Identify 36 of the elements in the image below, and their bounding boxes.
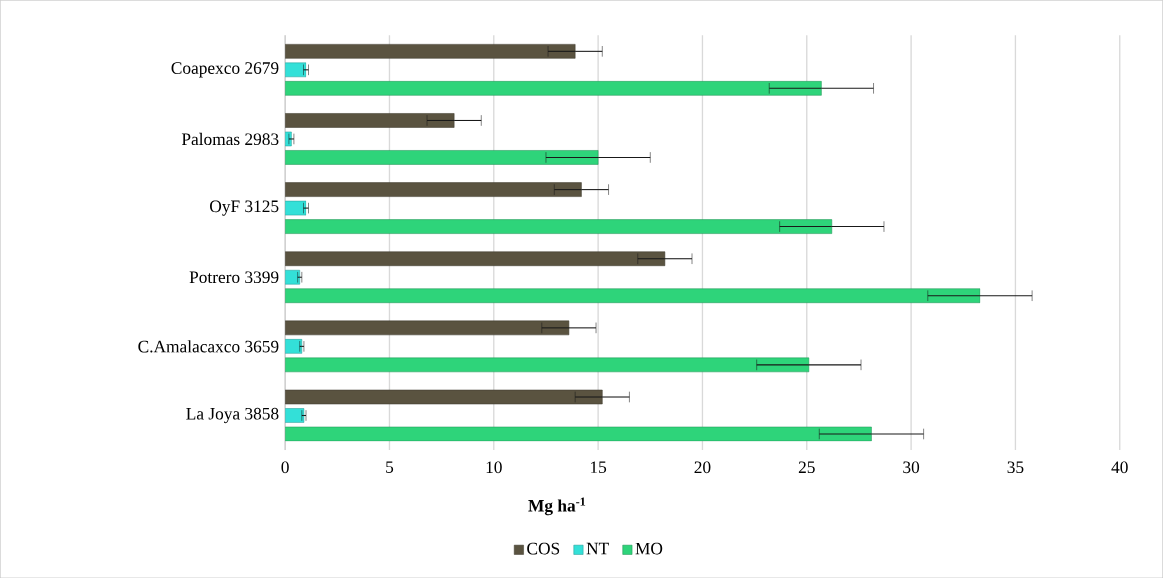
x-tick-label: 40	[1111, 461, 1128, 473]
bar	[285, 219, 833, 234]
x-tick-label: 20	[694, 461, 711, 473]
bar	[285, 357, 810, 372]
y-tick-label: La Joya 3858	[186, 407, 279, 424]
bar	[285, 426, 872, 442]
legend-label: MO	[635, 542, 663, 555]
bar	[285, 113, 455, 128]
bar	[285, 269, 301, 285]
bar	[285, 200, 307, 216]
y-tick-label: Potrero 3399	[189, 271, 279, 283]
bar	[285, 320, 570, 336]
bar	[285, 408, 305, 423]
legend-label: COS	[527, 542, 560, 555]
legend-label: NT	[586, 542, 609, 555]
x-tick-label: 10	[486, 461, 502, 473]
y-tick-label: Palomas 2983	[181, 132, 279, 145]
x-tick-label: 25	[798, 461, 815, 473]
bar	[285, 338, 303, 354]
y-tick-label: OyF 3125	[210, 200, 279, 216]
bar	[285, 251, 666, 266]
x-tick-label: 5	[386, 461, 394, 473]
x-tick-label: 0	[281, 461, 289, 473]
y-tick-label: Coapexco 2679	[171, 62, 279, 78]
x-tick-label: 30	[903, 461, 920, 473]
y-tick-label: C.Amalacaxco 3659	[138, 340, 279, 353]
bar	[285, 389, 603, 405]
bar	[285, 62, 307, 77]
x-tick-label: 15	[590, 461, 607, 473]
x-tick-label: 35	[1007, 461, 1024, 473]
bar	[285, 150, 599, 165]
bar	[285, 182, 582, 197]
x-axis-title: Mg ha$^{-1}$	[528, 497, 586, 516]
bar	[285, 80, 822, 96]
bar	[285, 288, 981, 303]
bar	[285, 43, 576, 59]
